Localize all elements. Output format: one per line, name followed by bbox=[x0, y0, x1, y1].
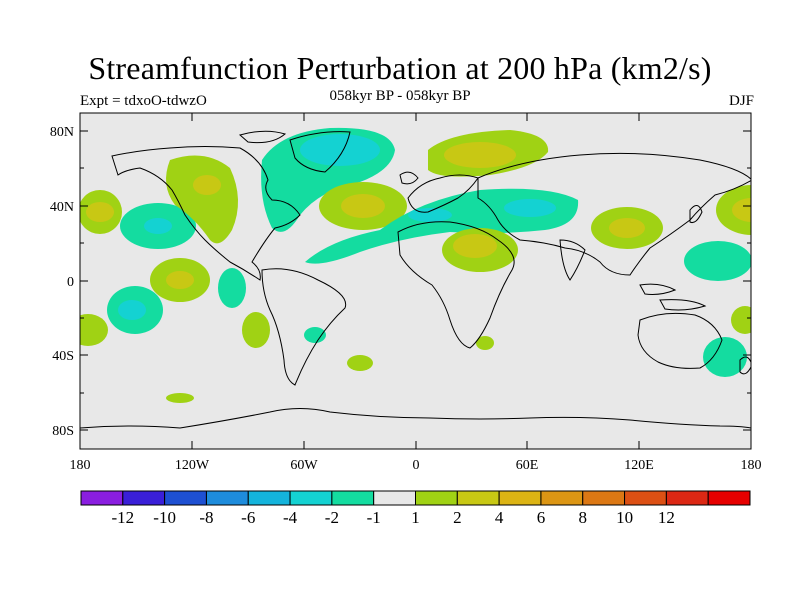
colorbar-box bbox=[122, 490, 166, 506]
lon-tick-label: 120W bbox=[175, 458, 210, 473]
colorbar-box bbox=[707, 490, 751, 506]
anomaly-patch bbox=[341, 194, 385, 218]
lon-tick-label: 60E bbox=[516, 458, 539, 473]
anomaly-patch bbox=[444, 142, 516, 168]
lon-tick-label: 120E bbox=[624, 458, 654, 473]
colorbar-label: -10 bbox=[153, 508, 176, 527]
anomaly-patch bbox=[193, 175, 221, 195]
anomaly-patch bbox=[242, 312, 270, 348]
colorbar-label: -2 bbox=[325, 508, 339, 527]
colorbar-label: 1 bbox=[411, 508, 420, 527]
lon-tick-label: 60W bbox=[290, 458, 318, 473]
colorbar-box bbox=[331, 490, 375, 506]
anomaly-patch bbox=[684, 241, 751, 281]
colorbar-box bbox=[665, 490, 709, 506]
colorbar-label: 4 bbox=[495, 508, 504, 527]
plot-title: Streamfunction Perturbation at 200 hPa (… bbox=[88, 50, 712, 86]
lon-tick-label: 0 bbox=[413, 458, 420, 473]
lon-tick-label: 180 bbox=[70, 458, 91, 473]
contour-fields bbox=[80, 127, 751, 403]
anomaly-patch bbox=[716, 185, 751, 235]
colorbar-box bbox=[498, 490, 542, 506]
lon-tick-label: 180 bbox=[741, 458, 762, 473]
lat-tick-marks bbox=[80, 130, 751, 431]
colorbar: -12 -10 -8 -6 -4 -2 -1 1 2 4 6 8 10 12 bbox=[80, 490, 751, 527]
anomaly-patch bbox=[218, 268, 246, 308]
coastlines bbox=[80, 130, 751, 429]
colorbar-box bbox=[205, 490, 249, 506]
colorbar-label: 8 bbox=[579, 508, 588, 527]
anomaly-patch bbox=[166, 271, 194, 289]
lat-tick-label: 80N bbox=[50, 125, 74, 140]
anomaly-patch bbox=[347, 355, 373, 371]
anomaly-patch bbox=[703, 337, 747, 377]
colorbar-box bbox=[456, 490, 500, 506]
anomaly-patch bbox=[476, 336, 494, 350]
colorbar-label: 10 bbox=[616, 508, 633, 527]
anomaly-patch bbox=[166, 393, 194, 403]
anomaly-patch bbox=[408, 208, 452, 222]
colorbar-box bbox=[540, 490, 584, 506]
anomaly-patch bbox=[504, 199, 556, 217]
colorbar-box bbox=[582, 490, 626, 506]
anomaly-patch bbox=[300, 134, 380, 166]
anomaly-patch bbox=[86, 202, 114, 222]
anomaly-patch bbox=[609, 218, 645, 238]
anomaly-patch bbox=[118, 300, 146, 320]
colorbar-box bbox=[415, 490, 458, 506]
colorbar-box bbox=[247, 490, 291, 506]
anomaly-patch bbox=[304, 327, 326, 343]
colorbar-label: 6 bbox=[537, 508, 546, 527]
anomaly-patch bbox=[144, 218, 172, 234]
anomaly-patch bbox=[731, 306, 751, 334]
experiment-label: Expt = tdxoO-tdwzO bbox=[80, 93, 207, 109]
colorbar-label: 2 bbox=[453, 508, 462, 527]
colorbar-box bbox=[80, 490, 124, 506]
lat-tick-label: 0 bbox=[67, 275, 74, 290]
colorbar-label: -8 bbox=[199, 508, 213, 527]
anomaly-patch bbox=[80, 314, 108, 346]
lon-tick-marks bbox=[191, 113, 640, 449]
colorbar-box bbox=[373, 490, 416, 506]
anomaly-patch bbox=[732, 198, 751, 222]
lat-tick-label: 40S bbox=[52, 349, 74, 364]
colorbar-label: -4 bbox=[283, 508, 298, 527]
anomaly-patch bbox=[166, 155, 239, 244]
lat-tick-label: 40N bbox=[50, 200, 74, 215]
colorbar-label: 12 bbox=[658, 508, 675, 527]
colorbar-box bbox=[624, 490, 667, 506]
colorbar-label: -6 bbox=[241, 508, 255, 527]
anomaly-patch bbox=[453, 234, 497, 258]
colorbar-box bbox=[289, 490, 333, 506]
colorbar-label: -1 bbox=[367, 508, 381, 527]
season-label: DJF bbox=[728, 93, 754, 109]
lat-tick-label: 80S bbox=[52, 424, 74, 439]
colorbar-label: -12 bbox=[111, 508, 134, 527]
plot-subtitle: 058kyr BP - 058kyr BP bbox=[329, 88, 471, 104]
colorbar-box bbox=[164, 490, 207, 506]
